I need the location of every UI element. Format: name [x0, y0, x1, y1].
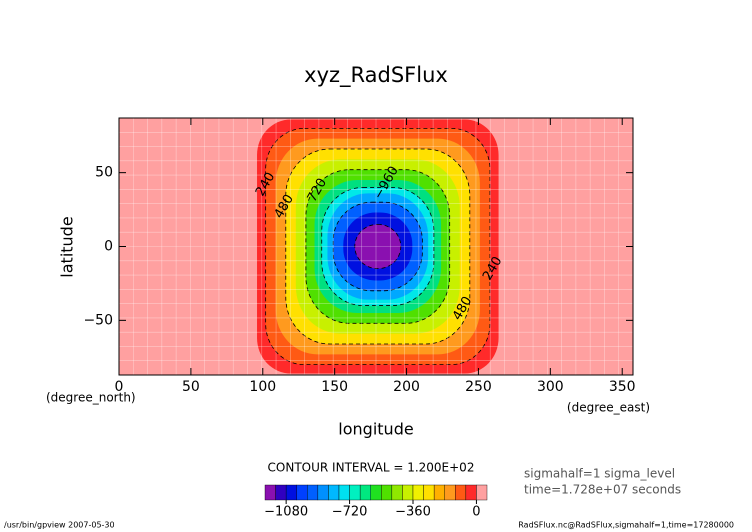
y-tick-label: 0: [104, 239, 113, 255]
colorbar-box: [402, 484, 414, 501]
y-axis-label: latitude: [58, 216, 77, 277]
plot-area: [119, 118, 633, 375]
contour-line: [354, 223, 402, 270]
x-tick-label: 150: [321, 379, 348, 395]
colorbar-box: [423, 484, 435, 501]
chart-title: xyz_RadSFlux: [304, 63, 448, 88]
colorbar-box: [381, 484, 393, 501]
x-tick-label: 200: [393, 379, 420, 395]
colorbar-box: [476, 484, 488, 501]
colorbar-box: [264, 484, 276, 501]
info-line: sigmahalf=1 sigma_level: [524, 467, 675, 481]
colorbar-box: [307, 484, 319, 501]
colorbar-box: [359, 484, 371, 501]
colorbar-box: [370, 484, 382, 501]
colorbar-tick-label: −720: [332, 505, 368, 520]
x-tick-label: 50: [182, 379, 200, 395]
contour-line: [332, 201, 423, 292]
contour-line: [321, 187, 435, 306]
x-tick-label: 250: [465, 379, 492, 395]
colorbar-box: [412, 484, 424, 501]
contour-interval: CONTOUR INTERVAL = 1.200E+02: [268, 461, 475, 475]
colorbar-box: [275, 484, 287, 501]
y-tick-label: −50: [83, 312, 113, 328]
colorbar-box: [328, 484, 340, 501]
colorbar-tick-label: −360: [395, 505, 431, 520]
footer: /usr/bin/gpview 2007-05-30: [4, 521, 115, 530]
colorbar-tick-label: −1080: [264, 505, 308, 520]
colorbar-box: [317, 484, 329, 501]
y-unit: (degree_north): [46, 391, 136, 405]
info-line: time=1.728e+07 seconds: [524, 483, 681, 497]
x-tick-label: 0: [115, 379, 124, 395]
colorbar-tick-label: 0: [472, 505, 480, 520]
x-tick-label: 350: [609, 379, 636, 395]
colorbar-box: [338, 484, 350, 501]
colorbar-box: [349, 484, 361, 501]
footer: RadSFlux.nc@RadSFlux,sigmahalf=1,time=17…: [518, 521, 734, 530]
colorbar-box: [433, 484, 445, 501]
colorbar-box: [296, 484, 308, 501]
colorbar-box: [444, 484, 456, 501]
x-unit: (degree_east): [567, 401, 650, 415]
x-tick-label: 100: [249, 379, 276, 395]
colorbar-box: [391, 484, 403, 501]
colorbar-box: [465, 484, 477, 501]
x-tick-label: 300: [537, 379, 564, 395]
contour-region: [354, 224, 401, 269]
colorbar-box: [455, 484, 467, 501]
colorbar-box: [285, 484, 297, 501]
contour-line: [265, 127, 491, 366]
y-tick-label: 50: [95, 165, 113, 181]
contour-line: [285, 148, 471, 345]
x-axis-label: longitude: [338, 420, 413, 439]
contour-line: [305, 169, 451, 324]
